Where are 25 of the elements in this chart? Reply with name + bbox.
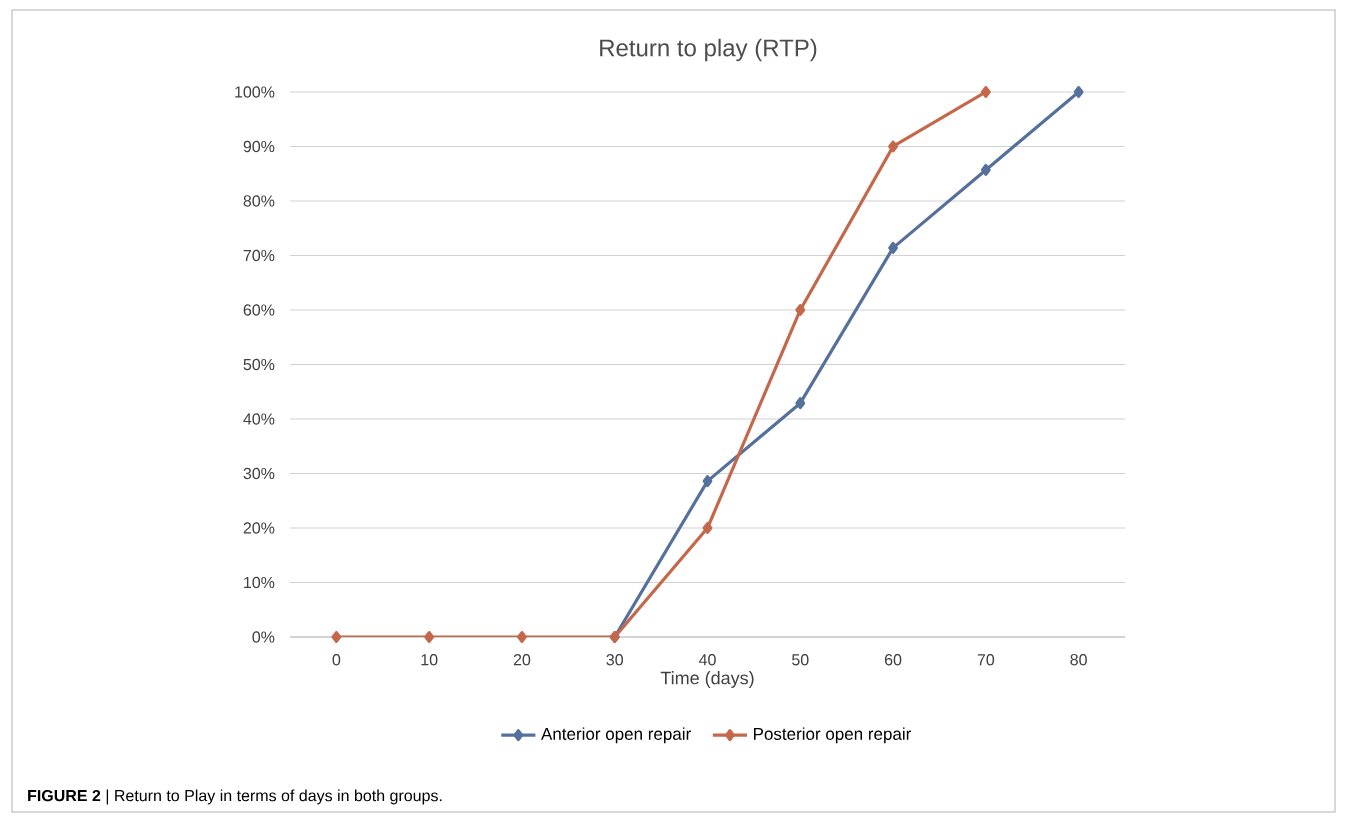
y-tick-label: 30%	[243, 467, 275, 480]
x-tick-label: 40	[698, 654, 716, 666]
y-tick-label: 50%	[243, 358, 275, 371]
text: FIGURE 2 | Return to Play in terms of days in both groups.	[28, 789, 442, 805]
x-tick-label: 70	[977, 654, 995, 666]
y-tick-label: 70%	[243, 249, 275, 262]
x-axis-title: Time (days)	[660, 671, 754, 688]
y-tick-label: 100%	[235, 86, 275, 98]
x-tick-label: 80	[1070, 654, 1087, 666]
y-tick-label: 10%	[244, 576, 275, 589]
chart-title: Return to play (RTP)	[600, 38, 817, 62]
legend-label: Posterior open repair	[753, 727, 912, 744]
x-tick-label: 30	[606, 654, 624, 666]
y-tick-label: 40%	[243, 413, 275, 425]
y-tick-label: 80%	[243, 195, 275, 207]
legend-label: Anterior open repair	[541, 727, 691, 744]
x-tick-label: 50	[792, 654, 809, 666]
y-tick-label: 90%	[243, 140, 275, 153]
x-tick-label: 60	[884, 654, 902, 666]
x-tick-label: 20	[513, 654, 531, 666]
y-tick-label: 20%	[243, 522, 275, 534]
x-tick-label: 0	[332, 654, 341, 666]
y-tick-label: 60%	[243, 304, 275, 316]
y-tick-label: 0%	[252, 631, 275, 643]
x-tick-label: 10	[421, 654, 438, 666]
